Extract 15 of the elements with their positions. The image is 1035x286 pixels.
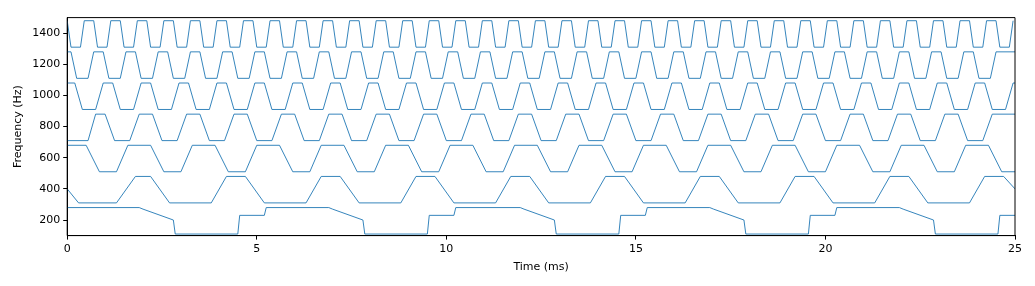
x-tick-label: 10 <box>439 242 454 256</box>
y-tick-label: 200 <box>39 212 61 226</box>
x-tick-label: 5 <box>253 242 261 256</box>
x-tick-label: 0 <box>63 242 71 256</box>
x-axis-title: Time (ms) <box>512 260 569 274</box>
x-tick-label: 25 <box>1008 242 1022 256</box>
y-tick-label: 400 <box>39 181 61 195</box>
x-tick-label: 15 <box>628 242 643 256</box>
x-tick-label: 20 <box>818 242 833 256</box>
y-tick-label: 1200 <box>32 57 61 71</box>
y-tick-label: 1400 <box>32 26 61 40</box>
y-tick-label: 600 <box>39 150 61 164</box>
y-axis-title: Frequency (Hz) <box>11 85 25 169</box>
y-tick-label: 1000 <box>32 88 61 102</box>
y-tick-label: 800 <box>39 119 61 133</box>
